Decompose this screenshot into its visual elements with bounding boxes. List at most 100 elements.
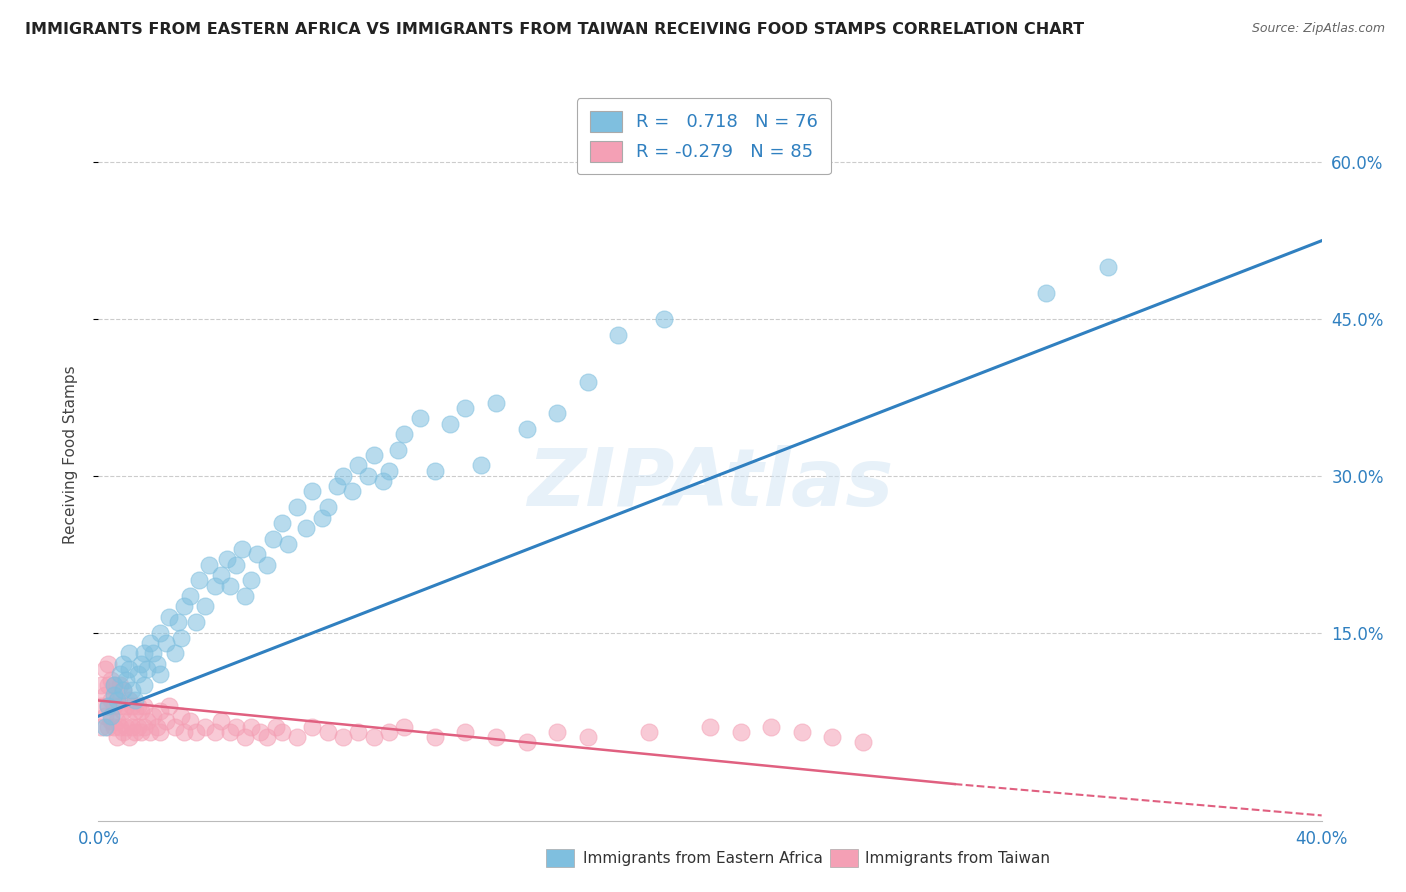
Point xyxy=(301,484,323,499)
Point xyxy=(115,673,138,687)
Point xyxy=(139,724,162,739)
Point xyxy=(149,704,172,718)
Legend: R =   0.718   N = 76, R = -0.279   N = 85: R = 0.718 N = 76, R = -0.279 N = 85 xyxy=(576,98,831,174)
Point xyxy=(347,458,370,473)
Point xyxy=(90,720,112,734)
Point xyxy=(105,693,128,707)
Point xyxy=(256,558,278,572)
Point xyxy=(470,458,492,473)
Point xyxy=(249,724,271,739)
Point xyxy=(97,657,120,671)
Point xyxy=(821,730,844,744)
Point xyxy=(194,599,217,614)
Text: Source: ZipAtlas.com: Source: ZipAtlas.com xyxy=(1251,22,1385,36)
Point xyxy=(90,678,112,692)
Point xyxy=(179,589,201,603)
Point xyxy=(387,442,409,457)
Point xyxy=(246,547,269,561)
Point xyxy=(111,683,134,698)
Point xyxy=(142,647,165,661)
Point xyxy=(233,730,256,744)
Point xyxy=(516,422,538,436)
Point xyxy=(90,698,112,713)
Point xyxy=(127,698,149,713)
Point xyxy=(516,735,538,749)
Point xyxy=(118,693,141,707)
Point xyxy=(204,724,226,739)
Point xyxy=(392,427,416,442)
Point xyxy=(231,541,253,556)
Point xyxy=(105,730,128,744)
Point xyxy=(108,720,131,734)
Point xyxy=(129,657,152,671)
Point xyxy=(363,730,385,744)
Point xyxy=(1035,285,1057,300)
Point xyxy=(209,568,232,582)
Point xyxy=(219,578,242,592)
Point xyxy=(149,667,172,681)
Point xyxy=(118,730,141,744)
Point xyxy=(124,693,146,707)
Point xyxy=(186,615,208,629)
Point xyxy=(285,730,308,744)
Point xyxy=(342,484,364,499)
Point xyxy=(790,724,813,739)
Point xyxy=(607,327,630,342)
Point xyxy=(118,662,141,676)
Point xyxy=(392,720,416,734)
Point xyxy=(240,720,263,734)
Point xyxy=(186,724,208,739)
Point xyxy=(157,610,180,624)
Point xyxy=(197,558,219,572)
Point xyxy=(408,411,430,425)
Point xyxy=(136,714,159,729)
Point xyxy=(326,479,349,493)
Point xyxy=(103,698,125,713)
Point xyxy=(332,468,354,483)
Text: Immigrants from Eastern Africa: Immigrants from Eastern Africa xyxy=(583,851,824,865)
Point xyxy=(576,375,599,389)
Point xyxy=(97,698,120,713)
Point xyxy=(93,662,115,676)
Point xyxy=(485,395,508,409)
Point xyxy=(115,720,138,734)
Text: IMMIGRANTS FROM EASTERN AFRICA VS IMMIGRANTS FROM TAIWAN RECEIVING FOOD STAMPS C: IMMIGRANTS FROM EASTERN AFRICA VS IMMIGR… xyxy=(25,22,1084,37)
Point xyxy=(170,631,193,645)
Point xyxy=(134,678,156,692)
Point xyxy=(118,647,141,661)
Point xyxy=(111,683,134,698)
Point xyxy=(262,532,284,546)
Point xyxy=(173,724,195,739)
Point xyxy=(225,720,247,734)
Point xyxy=(371,474,394,488)
Point xyxy=(100,709,122,723)
Point xyxy=(285,500,308,515)
Point xyxy=(124,704,146,718)
Point xyxy=(105,693,128,707)
Point xyxy=(546,724,568,739)
Point xyxy=(115,698,138,713)
Point xyxy=(163,720,186,734)
Point xyxy=(423,464,446,478)
Point xyxy=(163,647,186,661)
Point xyxy=(194,720,217,734)
Point xyxy=(127,667,149,681)
Point xyxy=(170,709,193,723)
Point xyxy=(295,521,318,535)
Point xyxy=(363,448,385,462)
Point xyxy=(576,730,599,744)
Point xyxy=(103,678,125,692)
Point xyxy=(134,647,156,661)
Point xyxy=(485,730,508,744)
Point xyxy=(121,720,143,734)
Point xyxy=(759,720,782,734)
Point xyxy=(105,714,128,729)
Point xyxy=(111,724,134,739)
Text: Immigrants from Taiwan: Immigrants from Taiwan xyxy=(865,851,1050,865)
Point xyxy=(270,724,292,739)
Point xyxy=(219,724,242,739)
Point xyxy=(100,714,122,729)
Point xyxy=(134,698,156,713)
Point xyxy=(167,615,190,629)
Point xyxy=(423,730,446,744)
